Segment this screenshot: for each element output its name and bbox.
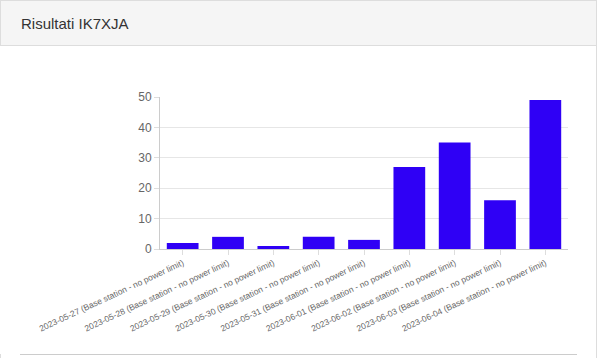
svg-text:0: 0	[145, 242, 152, 256]
svg-text:50: 50	[138, 90, 152, 104]
html-text:Risultati IK7XJA: Risultati IK7XJA	[21, 15, 129, 32]
svg-text:2023-06-02 (Base station - no: 2023-06-02 (Base station - no power limi…	[310, 257, 458, 333]
svg-text:2023-06-04 (Base station - no: 2023-06-04 (Base station - no power limi…	[400, 257, 548, 333]
svg-text:2023-05-29 (Base station - no: 2023-05-29 (Base station - no power limi…	[128, 257, 276, 333]
svg-text:20: 20	[138, 181, 152, 195]
svg-text:2023-05-31 (Base station - no: 2023-05-31 (Base station - no power limi…	[219, 257, 367, 333]
svg-text:2023-05-30 (Base station - no: 2023-05-30 (Base station - no power limi…	[174, 257, 322, 333]
svg-text:2023-06-01 (Base station - no: 2023-06-01 (Base station - no power limi…	[264, 257, 412, 333]
svg-text:2023-06-03 (Base station - no: 2023-06-03 (Base station - no power limi…	[355, 257, 503, 333]
svg-text:2023-05-27 (Base station - no: 2023-05-27 (Base station - no power limi…	[38, 257, 186, 333]
svg-text:2023-05-28 (Base station - no: 2023-05-28 (Base station - no power limi…	[83, 257, 231, 333]
svg-text:30: 30	[138, 151, 152, 165]
svg-text:40: 40	[138, 121, 152, 135]
svg-text:10: 10	[138, 212, 152, 226]
